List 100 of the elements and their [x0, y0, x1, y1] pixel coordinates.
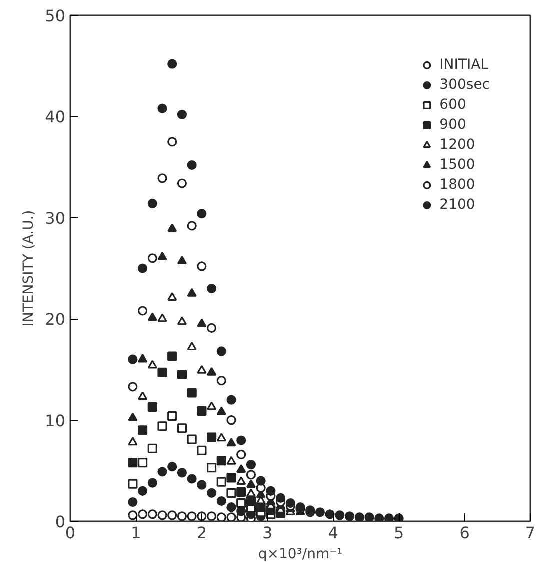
- point: [206, 323, 217, 333]
- point: [168, 224, 178, 232]
- y-tick-label: 30: [45, 208, 66, 228]
- point: [236, 487, 246, 497]
- point: [187, 288, 197, 297]
- x-tick-label: 1: [131, 524, 142, 542]
- point: [187, 474, 197, 484]
- point: [335, 510, 345, 520]
- point: [177, 512, 188, 522]
- point: [158, 104, 168, 114]
- point: [148, 360, 158, 369]
- point: [168, 510, 178, 520]
- point: [206, 488, 217, 498]
- point: [364, 512, 374, 522]
- point: [236, 498, 246, 508]
- point: [138, 458, 148, 468]
- x-tick-label: 4: [328, 524, 338, 542]
- point: [286, 498, 296, 508]
- point: [177, 110, 188, 120]
- point: [216, 346, 226, 356]
- point: [187, 342, 197, 351]
- point: [138, 354, 148, 363]
- point: [276, 493, 286, 504]
- point: [197, 262, 207, 272]
- point: [158, 252, 168, 260]
- point: [187, 388, 197, 398]
- x-tick-label: 5: [394, 524, 404, 542]
- x-tick-label: 7: [525, 524, 536, 542]
- x-tick-label: 3: [262, 524, 273, 542]
- point: [206, 512, 217, 522]
- point: [148, 312, 158, 322]
- point: [246, 496, 256, 506]
- point: [226, 416, 236, 426]
- point: [246, 460, 256, 470]
- point: [374, 514, 384, 522]
- legend-label: 300sec: [440, 76, 490, 94]
- point: [177, 468, 188, 478]
- point: [138, 486, 148, 496]
- point: [158, 314, 168, 322]
- point: [197, 446, 207, 456]
- point: [226, 488, 236, 498]
- point: [206, 284, 217, 294]
- point: [177, 316, 188, 326]
- point: [128, 497, 138, 508]
- point: [128, 354, 138, 364]
- point: [315, 508, 326, 518]
- point: [128, 437, 138, 446]
- point: [246, 470, 256, 480]
- point: [216, 406, 226, 416]
- point: [206, 367, 217, 376]
- point: [226, 438, 236, 447]
- point: [148, 198, 158, 209]
- point: [325, 510, 335, 520]
- point: [216, 512, 226, 522]
- point: [177, 256, 188, 265]
- point: [158, 174, 168, 184]
- legend-label: 1800: [440, 176, 476, 194]
- point: [236, 476, 246, 486]
- y-tick-label: 20: [45, 310, 66, 330]
- point: [197, 318, 207, 328]
- point: [187, 221, 197, 231]
- x-tick-label: 6: [460, 524, 470, 542]
- point: [216, 456, 226, 466]
- point: [148, 510, 158, 520]
- y-tick-label: 10: [45, 411, 66, 430]
- point: [226, 395, 236, 405]
- point: [187, 512, 197, 522]
- point: [138, 510, 148, 520]
- point: [187, 434, 197, 444]
- legend-label: 1500: [440, 156, 476, 174]
- point: [128, 412, 138, 422]
- point: [206, 402, 217, 410]
- point: [236, 506, 246, 516]
- y-tick-label: 50: [45, 6, 66, 26]
- point: [266, 486, 276, 496]
- point: [216, 433, 226, 442]
- point: [128, 382, 138, 392]
- point: [354, 512, 364, 522]
- point: [158, 422, 168, 432]
- point: [158, 467, 168, 477]
- point: [168, 292, 178, 301]
- point: [236, 450, 246, 460]
- point: [177, 178, 188, 188]
- point: [197, 209, 207, 219]
- point: [148, 444, 158, 454]
- point: [344, 512, 355, 522]
- point: [168, 137, 178, 147]
- point: [216, 477, 226, 487]
- point: [158, 510, 168, 520]
- point: [236, 436, 246, 446]
- point: [148, 478, 158, 488]
- point: [128, 479, 138, 489]
- point: [206, 432, 217, 442]
- legend-label: 900: [440, 116, 466, 134]
- point: [226, 456, 236, 465]
- point: [168, 352, 178, 362]
- point: [138, 426, 148, 436]
- legend-label: 2100: [440, 196, 476, 214]
- point: [158, 368, 168, 378]
- legend-label: 1200: [440, 136, 476, 154]
